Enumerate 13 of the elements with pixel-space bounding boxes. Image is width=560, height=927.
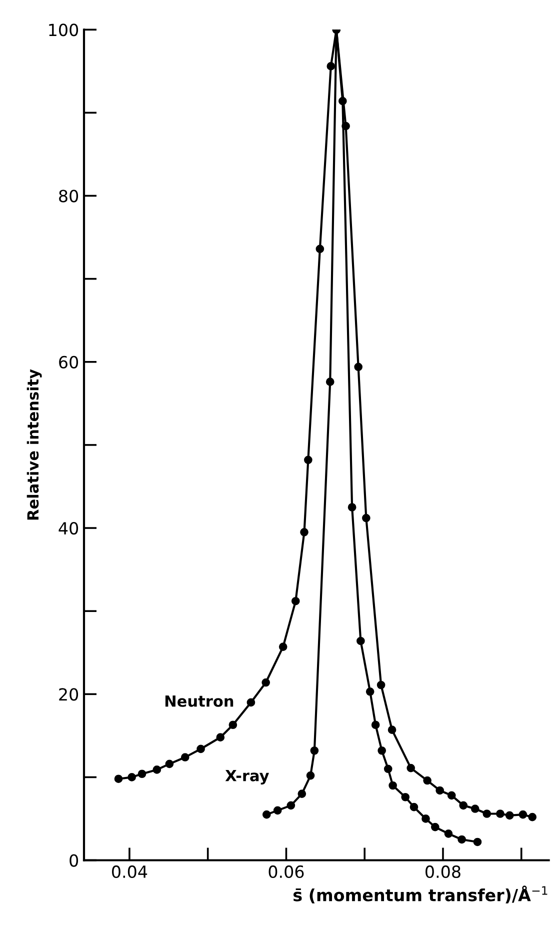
y-axis-title: Relative intensity [26, 369, 42, 520]
y-tick-label: 0 [70, 854, 78, 867]
y-tick-label: 80 [59, 190, 78, 202]
y-tick-label: 20 [59, 688, 78, 701]
y-tick-label: 100 [49, 24, 78, 36]
x-tick-label: 0.06 [268, 865, 304, 878]
x-tick-label: 0.08 [426, 865, 460, 878]
x-axis-title: s̄ (momentum transfer)/Å$^{−1}$ [293, 886, 548, 904]
y-tick-label: 60 [59, 356, 78, 368]
y-tick-label: 40 [58, 522, 78, 535]
x-tick-label: 0.04 [112, 865, 148, 878]
series-label: X-ray [225, 770, 269, 784]
series-label: Neutron [165, 696, 234, 707]
